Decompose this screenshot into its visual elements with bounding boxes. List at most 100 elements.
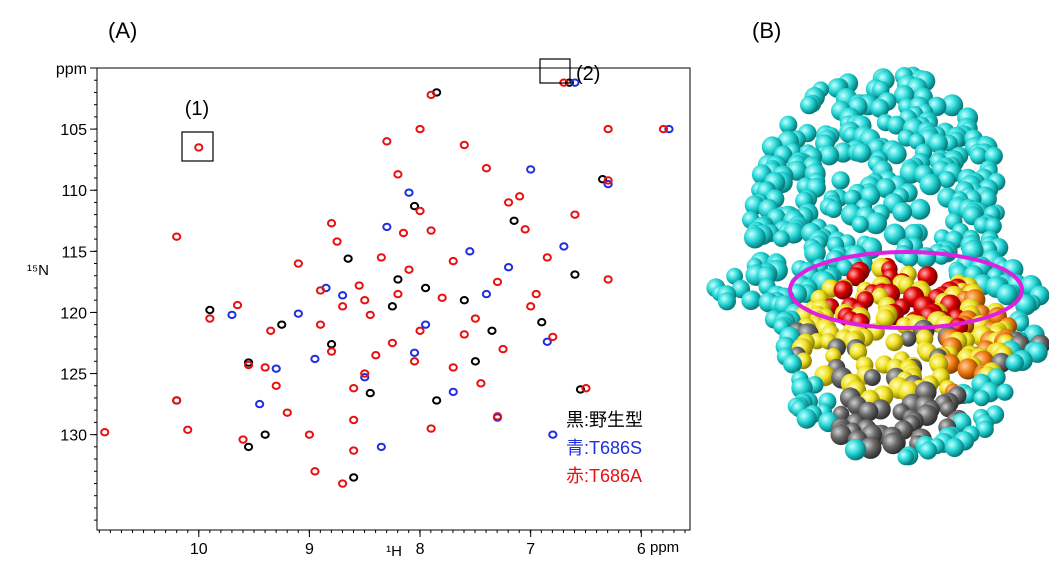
peak [356, 282, 363, 288]
annotation: (1) [185, 98, 209, 120]
peak [483, 165, 490, 171]
peak [328, 220, 335, 226]
peak [284, 409, 291, 415]
peak [173, 397, 180, 403]
peak [206, 315, 213, 321]
peak [389, 303, 396, 309]
peak [394, 276, 401, 282]
peak [350, 417, 357, 423]
x-tick-label: 9 [305, 541, 314, 558]
peak [278, 321, 285, 327]
peak [405, 189, 412, 195]
peak [339, 303, 346, 309]
peak [173, 233, 180, 239]
peak [394, 291, 401, 297]
x-tick-label: 10 [190, 541, 208, 558]
peak [245, 444, 252, 450]
atom [885, 333, 903, 351]
peak [317, 321, 324, 327]
x-tick-label: 7 [526, 541, 535, 558]
peak [422, 321, 429, 327]
atom [864, 369, 881, 386]
peak [428, 425, 435, 431]
atom [1006, 354, 1024, 372]
atom [892, 202, 912, 222]
atom [909, 199, 930, 220]
peak [405, 266, 412, 272]
panel-label: (A) [108, 18, 137, 43]
peak [472, 315, 479, 321]
peak [339, 292, 346, 298]
peak [439, 295, 446, 301]
peak [527, 303, 534, 309]
peak [461, 142, 468, 148]
atom [718, 292, 736, 310]
peak [411, 350, 418, 356]
atom [974, 390, 990, 406]
peak [262, 364, 269, 370]
atom [834, 280, 853, 299]
peak [416, 328, 423, 334]
plot-frame [97, 68, 690, 530]
y-tick-label: 105 [60, 122, 87, 139]
peak [544, 254, 551, 260]
peak [101, 429, 108, 435]
peak [461, 297, 468, 303]
y-tick-label: ppm [56, 61, 87, 78]
peak [488, 328, 495, 334]
y-tick-label: 110 [61, 183, 87, 200]
annotation: (2) [576, 63, 600, 85]
atom [819, 146, 839, 166]
peak [428, 227, 435, 233]
peak [206, 307, 213, 313]
legend-entry: 赤:T686A [566, 466, 642, 486]
peak [328, 341, 335, 347]
peak [510, 218, 517, 224]
atom [783, 355, 802, 374]
peak [477, 380, 484, 386]
atom [852, 143, 872, 163]
y-tick-label: 130 [60, 428, 87, 445]
y-tick-label: 125 [60, 367, 87, 384]
peak [549, 431, 556, 437]
peak [605, 126, 612, 132]
peak [400, 230, 407, 236]
atom [797, 409, 817, 429]
peak [361, 297, 368, 303]
atom [919, 441, 937, 459]
peak [295, 260, 302, 266]
peak [295, 310, 302, 316]
peak [372, 352, 379, 358]
peak [367, 390, 374, 396]
peak [538, 319, 545, 325]
peak [505, 264, 512, 270]
x-tick-label: 6 [637, 541, 646, 558]
peak [499, 346, 506, 352]
legend-entry: 黒:野生型 [566, 410, 643, 430]
peak [389, 340, 396, 346]
annotation-box [182, 132, 213, 161]
peak [422, 285, 429, 291]
peak [571, 271, 578, 277]
peak [472, 358, 479, 364]
peak [239, 436, 246, 442]
x-axis-unit: ppm [650, 539, 679, 556]
peak [433, 397, 440, 403]
peak [228, 312, 235, 318]
peak [527, 166, 534, 172]
peak [450, 389, 457, 395]
peak [311, 356, 318, 362]
peak [560, 243, 567, 249]
peak [533, 291, 540, 297]
peak [273, 383, 280, 389]
peak [345, 255, 352, 261]
peak [383, 224, 390, 230]
peak [450, 258, 457, 264]
y-tick-label: 120 [60, 305, 87, 322]
atom [845, 439, 866, 460]
legend-entry: 青:T686S [566, 438, 642, 458]
atom [920, 174, 942, 196]
